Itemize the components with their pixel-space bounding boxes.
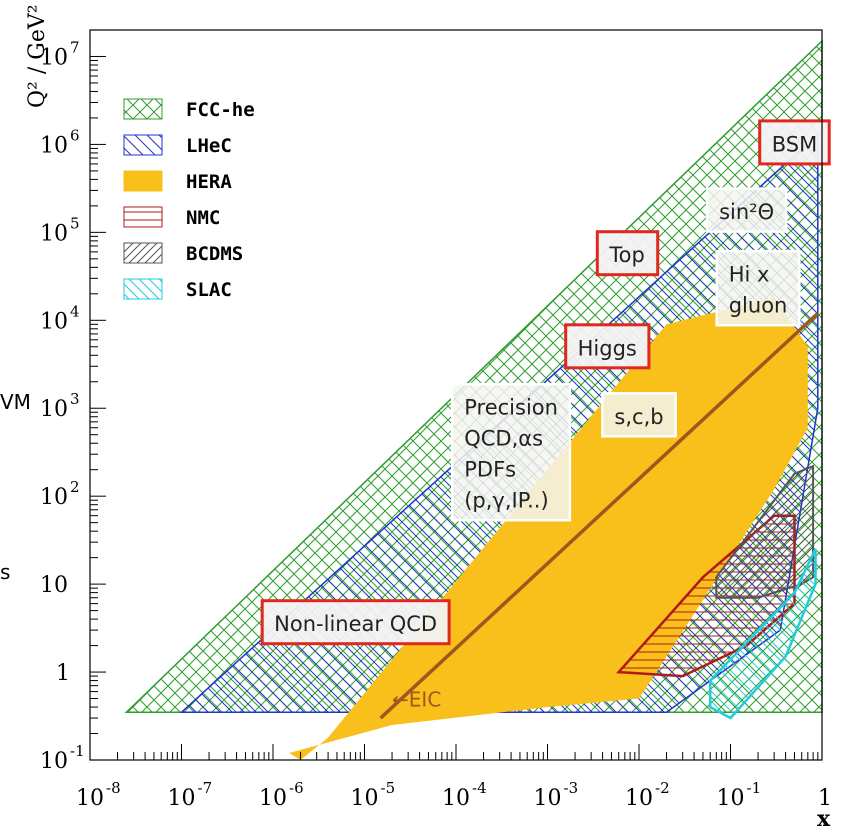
annotation-layer: BSM sin²Θ Top Hi x gluon Higgs Precision QCD,αs… — [260, 119, 831, 646]
legend-entry-fcc-he: FCC-he — [123, 98, 255, 121]
legend-label: BCDMS — [186, 243, 243, 265]
eic-label: ←EIC — [392, 688, 441, 712]
y-tick-label: 10 — [40, 573, 68, 598]
legend-label: LHeC — [186, 135, 232, 157]
edge-text-s: s — [0, 560, 10, 584]
annotation-text: Top — [608, 243, 644, 267]
y-tick-label: 10 3 — [40, 390, 80, 422]
legend-swatch — [123, 170, 163, 192]
annotation-text: sin²Θ — [719, 200, 774, 224]
annotation-line: Higgs — [578, 336, 637, 360]
annotation-line: Non-linear QCD — [274, 612, 437, 636]
region-bcdms — [715, 464, 815, 599]
annotation-line: sin²Θ — [719, 200, 774, 224]
legend-swatch — [123, 206, 163, 228]
region-slac — [708, 548, 817, 720]
annotation-text: BSM — [772, 132, 818, 156]
x-tick-label: 10 -1 — [717, 779, 762, 811]
legend-entry-lhec: LHeC — [123, 134, 232, 157]
legend-entry-bcdms: BCDMS — [123, 242, 243, 265]
annotation-text: Higgs — [578, 336, 637, 360]
legend-swatch — [123, 98, 163, 120]
annotation-line: BSM — [772, 132, 818, 156]
annotation-line: gluon — [729, 294, 788, 318]
annotation-text: Hi x gluon — [729, 263, 788, 318]
y-tick-label: 1 — [56, 661, 70, 686]
annotation-top: Top — [595, 230, 660, 277]
annotation-line: (p,γ,IP..) — [464, 489, 548, 513]
annotation-non-linear-qcd: Non-linear QCD — [260, 599, 451, 646]
annotation-line: PDFs — [464, 458, 516, 482]
annotation-bsm: BSM — [758, 119, 831, 166]
legend-swatch — [123, 242, 163, 264]
y-tick-label: 10 7 — [40, 38, 80, 70]
legend-entry-nmc: NMC — [123, 206, 220, 229]
annotation-higgs: Higgs — [564, 323, 651, 370]
annotation-hi-x-gluon: Hi x gluon — [715, 249, 801, 327]
x-tick-label: 10 -7 — [168, 779, 213, 811]
annotation-text: Non-linear QCD — [274, 612, 437, 636]
legend-label: NMC — [186, 207, 220, 229]
legend-entry-slac: SLAC — [123, 278, 232, 301]
x-tick-label: 10 -3 — [534, 779, 579, 811]
eic-layer: ←EIC — [379, 312, 820, 720]
annotation-line: Top — [608, 243, 644, 267]
legend: FCC-he LHeC HERA NMC BCDMS SLAC — [123, 98, 255, 301]
legend-label: SLAC — [186, 279, 232, 301]
y-tick-label: 10 5 — [40, 214, 80, 246]
annotation-line: QCD,αs — [464, 427, 543, 451]
legend-swatch — [123, 134, 163, 156]
y-tick-label: 10 6 — [40, 126, 80, 158]
annotation-s-c-b: s,c,b — [601, 392, 677, 438]
y-tick-label: 10 2 — [40, 478, 80, 510]
x-tick-label: 10 -8 — [76, 779, 121, 811]
x-tick-label: 10 -2 — [625, 779, 670, 811]
annotation-line: Precision — [464, 396, 558, 420]
annotation-text: Precision QCD,αs PDFs (p,γ,IP..) — [464, 396, 558, 513]
annotation-sin: sin²Θ — [705, 187, 788, 233]
annotation-line: s,c,b — [614, 405, 663, 429]
annotation-text: s,c,b — [614, 405, 663, 429]
x-tick-label: 1 — [818, 786, 832, 811]
tick-layer: 10 -8 10 -7 10 -6 10 -5 10 -4 10 -3 10 -2 10 -1 1 10 -1 1 10… — [40, 29, 832, 811]
y-tick-label: 10 4 — [40, 302, 80, 334]
edge-text-vm: VM — [0, 390, 31, 414]
y-axis-title: Q² / GeV² — [25, 4, 50, 108]
y-tick-label: 10 -1 — [40, 742, 85, 774]
legend-entry-hera: HERA — [123, 170, 232, 193]
annotation-line: Hi x — [729, 263, 770, 287]
legend-swatch — [123, 278, 163, 300]
x-tick-label: 10 -4 — [442, 779, 487, 811]
x-tick-label: 10 -5 — [351, 779, 396, 811]
x-axis-title: x — [817, 806, 831, 832]
legend-label: HERA — [186, 171, 232, 193]
annotation-precision-qcd-s-pdfs-p-ip: Precision QCD,αs PDFs (p,γ,IP..) — [450, 382, 572, 522]
x-tick-label: 10 -6 — [259, 779, 304, 811]
eic-line — [379, 312, 820, 720]
legend-label: FCC-he — [186, 99, 255, 121]
